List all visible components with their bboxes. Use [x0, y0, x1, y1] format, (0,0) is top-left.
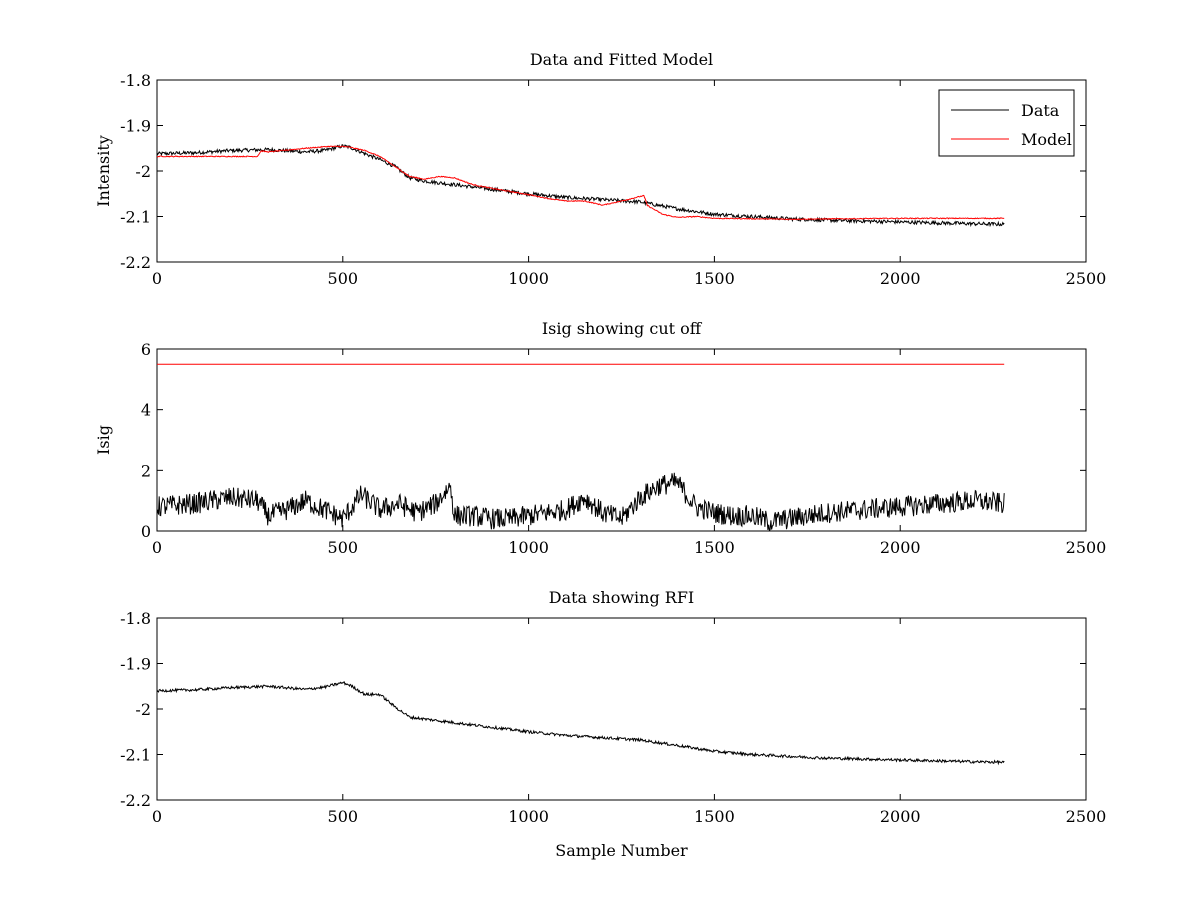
series-line-1	[156, 472, 1005, 532]
chart-title: Isig showing cut off	[542, 319, 703, 338]
x-tick-label: 0	[152, 807, 162, 826]
x-tick-label: 2500	[1066, 807, 1107, 826]
y-tick-label: -2.2	[120, 253, 151, 272]
y-tick-label: -1.8	[120, 71, 151, 90]
x-tick-label: 1000	[508, 269, 549, 288]
legend-box	[938, 89, 1075, 157]
y-tick-label: -1.9	[120, 117, 151, 136]
x-tick-label: 1000	[508, 538, 549, 557]
legend-label: Model	[1021, 130, 1072, 149]
y-tick-label: 0	[141, 522, 151, 541]
plot-area	[156, 617, 1087, 801]
x-tick-label: 2000	[880, 538, 921, 557]
y-tick-label: -1.9	[120, 655, 151, 674]
y-axis-label: Isig	[94, 425, 113, 455]
plot-area	[156, 348, 1087, 532]
x-tick-label: 500	[328, 807, 359, 826]
x-tick-label: 500	[328, 269, 359, 288]
y-tick-label: 4	[141, 401, 151, 420]
series-line-model	[156, 145, 1005, 221]
chart-title: Data and Fitted Model	[530, 50, 713, 69]
x-tick-label: 0	[152, 538, 162, 557]
chart-panel-3: 0 500 1000 1500 2000 2500 -1.8 -1.9 -2 -2.1 -2.2 Da…	[120, 588, 1106, 860]
x-tick-label: 1500	[694, 807, 735, 826]
y-tick-label: -2.2	[120, 791, 151, 810]
y-tick-label: -2	[135, 700, 151, 719]
chart-panel-2: 0 500 1000 1500 2000 2500 0 2 4 6 Isig showing cut…	[94, 319, 1106, 557]
legend-label: Data	[1021, 101, 1060, 120]
y-tick-label: 6	[141, 340, 151, 359]
y-tick-label: -2	[135, 162, 151, 181]
x-tick-label: 2000	[880, 807, 921, 826]
x-tick-label: 1500	[694, 269, 735, 288]
chart-panel-1: 0 500 1000 1500 2000 2500 -1.8 -1.9 -2 -2.1 -2.2 Da…	[94, 50, 1106, 288]
y-tick-label: 2	[141, 461, 151, 480]
y-tick-label: -2.1	[120, 208, 151, 227]
series-line-1	[156, 681, 1005, 766]
series-line-data	[156, 144, 1005, 228]
x-tick-label: 0	[152, 269, 162, 288]
x-tick-label: 2000	[880, 269, 921, 288]
y-axis-label: Intensity	[94, 135, 113, 207]
x-axis-label: Sample Number	[555, 841, 688, 860]
y-tick-label: -2.1	[120, 746, 151, 765]
chart-title: Data showing RFI	[549, 588, 694, 607]
x-tick-label: 1000	[508, 807, 549, 826]
x-tick-label: 2500	[1066, 269, 1107, 288]
x-tick-label: 2500	[1066, 538, 1107, 557]
legend: Data Model	[938, 89, 1075, 157]
x-tick-label: 1500	[694, 538, 735, 557]
plot-area	[156, 79, 1087, 263]
y-tick-label: -1.8	[120, 609, 151, 628]
x-tick-label: 500	[328, 538, 359, 557]
